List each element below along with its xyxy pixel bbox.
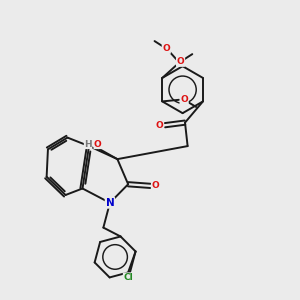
Text: O: O — [180, 95, 188, 104]
Text: H: H — [84, 140, 92, 148]
Text: O: O — [162, 44, 170, 53]
Text: O: O — [177, 57, 184, 66]
Text: Cl: Cl — [124, 273, 133, 282]
Text: O: O — [152, 182, 159, 190]
Text: O: O — [156, 121, 164, 130]
Text: N: N — [106, 198, 114, 208]
Text: O: O — [94, 140, 102, 148]
